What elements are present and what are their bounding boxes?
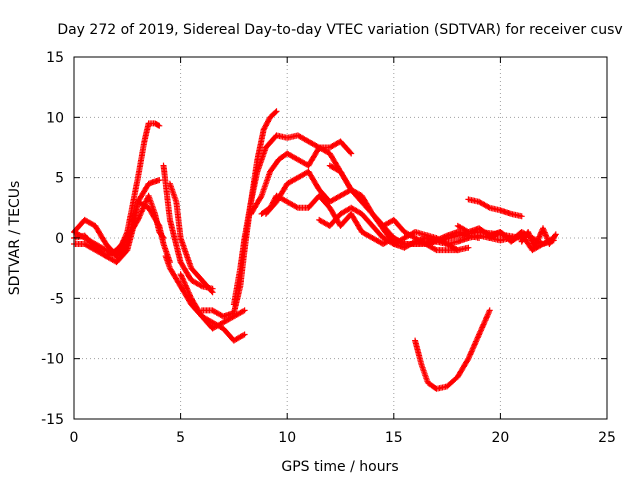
y-tick-label: 0: [55, 231, 64, 247]
series-arc-16: [412, 307, 493, 392]
y-tick-label: 15: [46, 50, 64, 66]
y-tick-label: -5: [50, 291, 64, 307]
y-axis-label: SDTVAR / TECUs: [7, 181, 23, 296]
series-arc-8: [177, 271, 248, 332]
y-tick-label: -10: [41, 352, 64, 368]
x-tick-label: 20: [491, 430, 509, 446]
series-arc-10: [230, 132, 355, 308]
x-axis-label: GPS time / hours: [281, 459, 398, 475]
y-tick-label: -15: [41, 412, 64, 428]
series-arc-6: [166, 180, 216, 296]
data-series: [71, 108, 559, 392]
x-tick-label: 25: [598, 430, 616, 446]
chart-title: Day 272 of 2019, Sidereal Day-to-day VTE…: [57, 22, 622, 38]
series-arc-15: [326, 162, 483, 247]
y-tick-label: 5: [55, 171, 64, 187]
series-arc-20: [486, 229, 557, 254]
axis-ticks: 0 5 10 15 20 25 -15 -10 -5 0 5 10 15: [41, 50, 616, 446]
series-arc-17: [465, 196, 525, 220]
y-tick-label: 10: [46, 110, 64, 126]
x-tick-label: 0: [70, 430, 79, 446]
x-tick-label: 15: [385, 430, 403, 446]
series-arc-5: [160, 162, 216, 292]
x-tick-label: 10: [278, 430, 296, 446]
x-tick-label: 5: [176, 430, 185, 446]
